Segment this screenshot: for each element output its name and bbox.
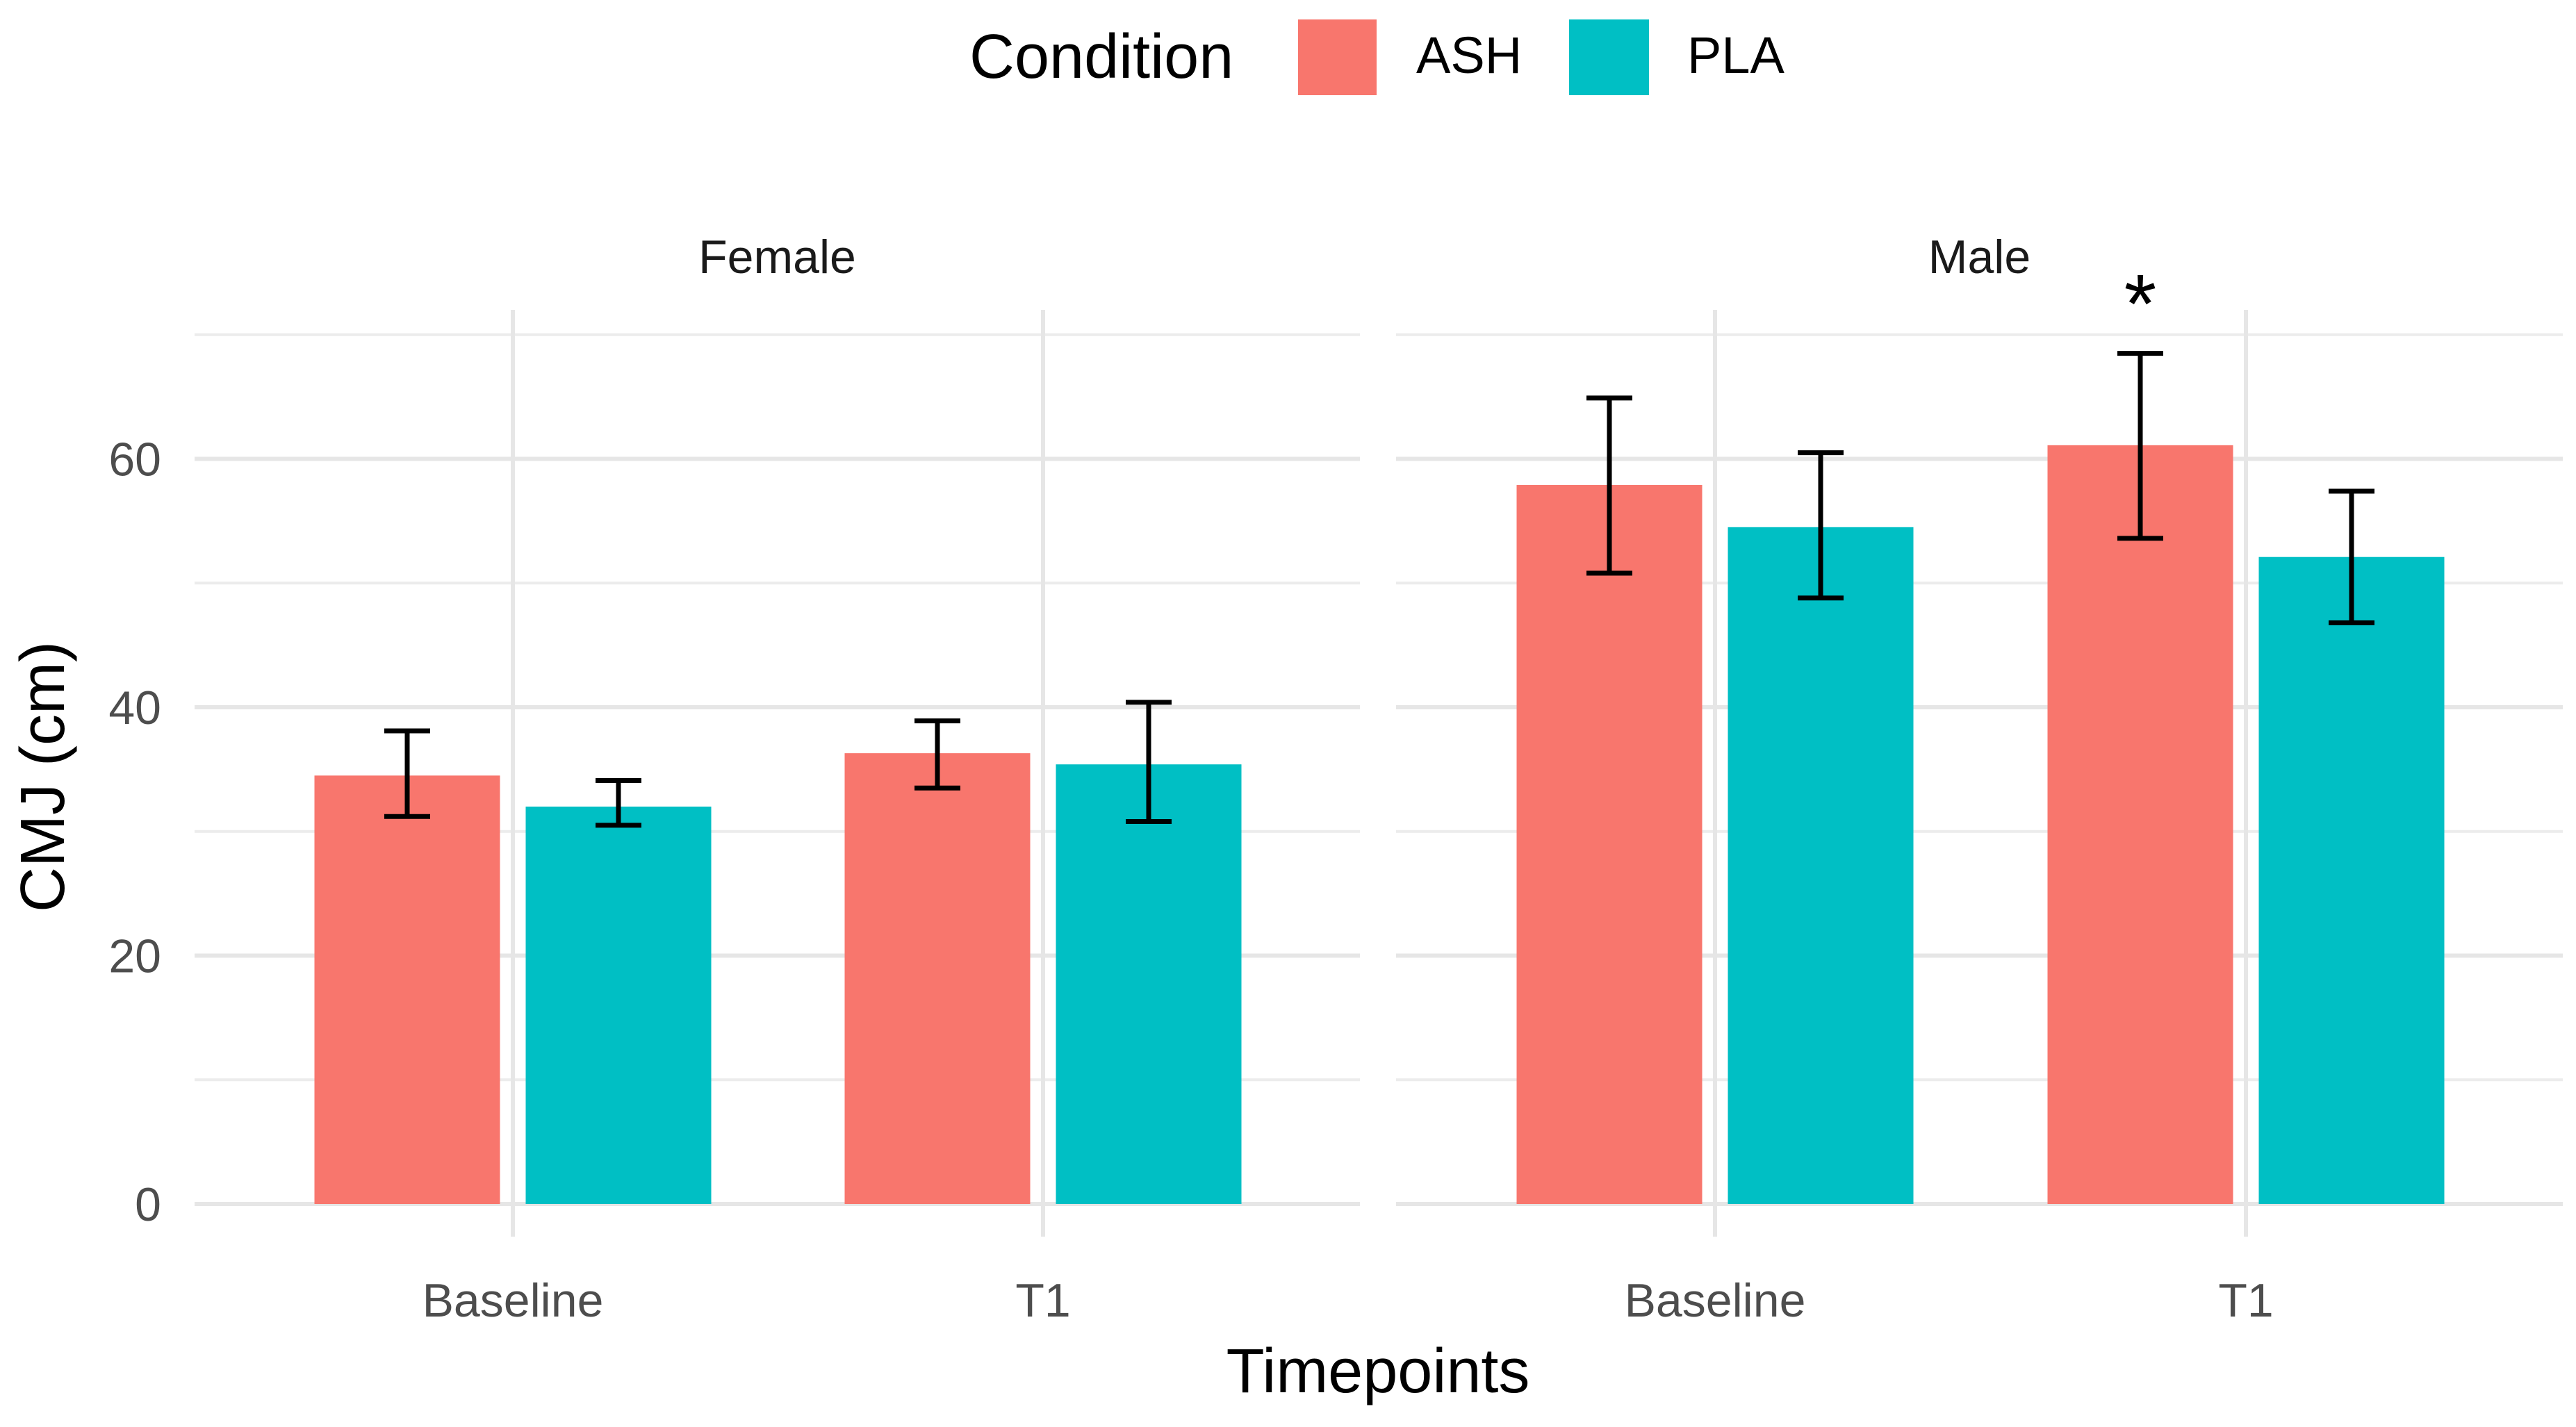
x-tick-label: Baseline [1625, 1274, 1806, 1327]
bar-male-t1-pla [2258, 556, 2445, 1204]
legend-label-ash: ASH [1416, 26, 1522, 84]
bar-female-t1-ash [844, 753, 1031, 1204]
bar-male-baseline-pla [1728, 527, 1914, 1204]
x-axis-title: Timepoints [1227, 1337, 1530, 1406]
facet-label-male: Male [1928, 231, 2031, 283]
x-tick-label: Baseline [423, 1274, 604, 1327]
bar-female-baseline-ash [314, 775, 500, 1204]
legend-key-pla [1569, 19, 1649, 95]
facet-label-female: Female [698, 231, 856, 283]
y-tick-label: 20 [108, 930, 161, 983]
bar-male-t1-ash [2047, 445, 2233, 1204]
x-tick-label: T1 [1015, 1274, 1070, 1327]
legend: Condition ASH PLA [969, 19, 1785, 95]
legend-key-ash [1298, 19, 1377, 95]
bar-female-baseline-pla [525, 807, 712, 1204]
significance-asterisk: * [2124, 258, 2157, 351]
legend-title: Condition [969, 22, 1233, 92]
y-tick-label: 0 [135, 1178, 161, 1231]
bar-male-baseline-ash [1516, 485, 1703, 1204]
y-tick-label: 60 [108, 434, 161, 486]
y-axis-title: CMJ (cm) [8, 641, 78, 912]
bar-female-t1-pla [1056, 764, 1242, 1204]
y-tick-label: 40 [108, 682, 161, 734]
x-tick-label: T1 [2218, 1274, 2273, 1327]
legend-label-pla: PLA [1687, 26, 1785, 84]
